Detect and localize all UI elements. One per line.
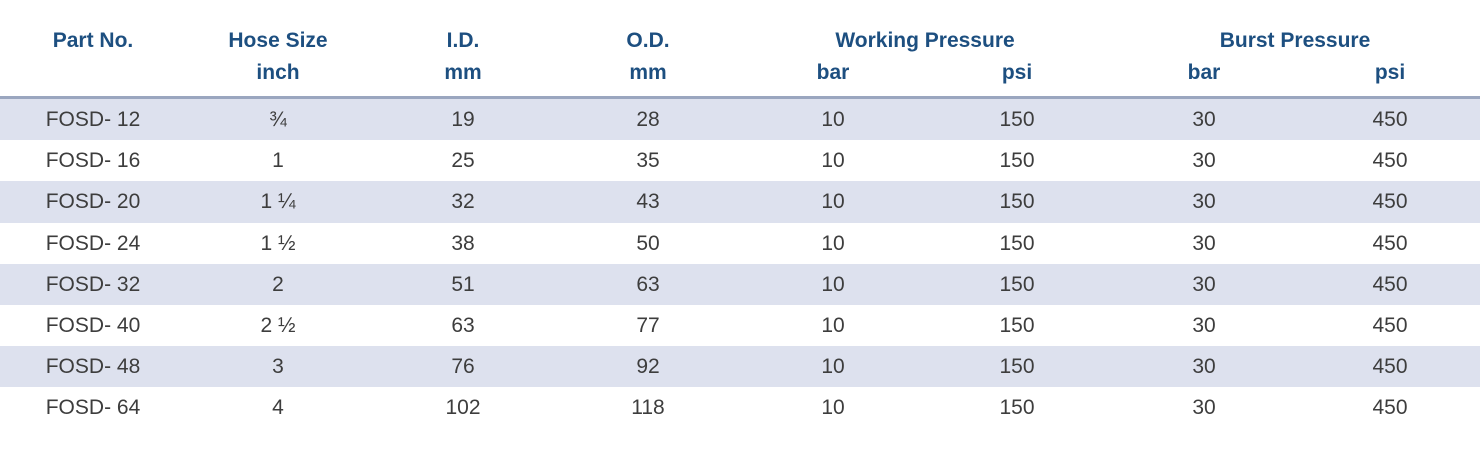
cell-hose-size: ¾ xyxy=(269,108,287,131)
header-od: O.D. xyxy=(626,29,670,52)
cell-wp-psi: 150 xyxy=(999,272,1035,296)
table-body: FOSD- 12 ¾ 19 28 10 150 30 450 FOSD- 16 … xyxy=(0,99,1480,429)
cell-id: 76 xyxy=(451,355,475,379)
header-wp-psi: psi xyxy=(1001,61,1033,84)
cell-bp-psi: 450 xyxy=(1372,396,1408,420)
cell-part-no: FOSD- 64 xyxy=(45,396,141,420)
cell-bp-psi: 450 xyxy=(1372,272,1408,296)
cell-wp-psi: 150 xyxy=(999,231,1035,255)
cell-bp-bar: 30 xyxy=(1192,396,1216,420)
table-row: FOSD- 24 1 ½ 38 50 10 150 30 450 xyxy=(0,223,1480,264)
header-hose-size: Hose Size xyxy=(228,29,328,52)
cell-od: 35 xyxy=(636,149,660,173)
header-row-units: inch mm mm bar psi bar psi xyxy=(0,61,1480,89)
cell-od: 63 xyxy=(636,272,660,296)
cell-hose-size: 2 ½ xyxy=(260,313,296,337)
cell-hose-size: 1 ½ xyxy=(260,231,296,255)
header-id: I.D. xyxy=(446,29,480,52)
cell-od: 43 xyxy=(636,190,660,214)
cell-wp-bar: 10 xyxy=(821,108,845,131)
header-divider xyxy=(0,96,1480,99)
cell-bp-psi: 450 xyxy=(1372,149,1408,173)
table-row: FOSD- 12 ¾ 19 28 10 150 30 450 xyxy=(0,99,1480,141)
cell-od: 50 xyxy=(636,231,660,255)
cell-bp-bar: 30 xyxy=(1192,108,1216,131)
cell-part-no: FOSD- 12 xyxy=(45,108,141,131)
cell-hose-size: 1 ¼ xyxy=(260,190,296,214)
cell-id: 38 xyxy=(451,231,475,255)
cell-bp-psi: 450 xyxy=(1372,190,1408,214)
cell-wp-bar: 10 xyxy=(821,355,845,379)
cell-id: 102 xyxy=(445,396,481,420)
cell-id: 25 xyxy=(451,149,475,173)
cell-id: 32 xyxy=(451,190,475,214)
cell-wp-bar: 10 xyxy=(821,190,845,214)
cell-part-no: FOSD- 16 xyxy=(45,149,141,173)
cell-hose-size: 2 xyxy=(272,272,284,296)
cell-wp-psi: 150 xyxy=(999,108,1035,131)
cell-bp-psi: 450 xyxy=(1372,108,1408,131)
cell-part-no: FOSD- 20 xyxy=(45,190,141,214)
header-hose-size-unit: inch xyxy=(256,61,300,84)
table-row: FOSD- 16 1 25 35 10 150 30 450 xyxy=(0,140,1480,181)
cell-id: 19 xyxy=(451,108,475,131)
table-row: FOSD- 64 4 102 118 10 150 30 450 xyxy=(0,387,1480,428)
cell-od: 28 xyxy=(636,108,660,131)
table-row: FOSD- 48 3 76 92 10 150 30 450 xyxy=(0,346,1480,388)
cell-wp-bar: 10 xyxy=(821,396,845,420)
cell-bp-psi: 450 xyxy=(1372,313,1408,337)
cell-part-no: FOSD- 48 xyxy=(45,355,141,379)
cell-bp-bar: 30 xyxy=(1192,190,1216,214)
cell-wp-bar: 10 xyxy=(821,313,845,337)
header-row-primary: Part No. Hose Size I.D. O.D. Working Pre… xyxy=(0,29,1480,57)
cell-bp-psi: 450 xyxy=(1372,231,1408,255)
header-od-unit: mm xyxy=(629,61,667,84)
cell-hose-size: 1 xyxy=(272,149,284,173)
cell-wp-bar: 10 xyxy=(821,272,845,296)
cell-hose-size: 4 xyxy=(272,396,284,420)
header-bp-bar: bar xyxy=(1187,61,1221,84)
cell-part-no: FOSD- 32 xyxy=(45,272,141,296)
cell-hose-size: 3 xyxy=(272,355,284,379)
cell-bp-bar: 30 xyxy=(1192,149,1216,173)
cell-wp-bar: 10 xyxy=(821,149,845,173)
header-id-unit: mm xyxy=(444,61,482,84)
cell-wp-psi: 150 xyxy=(999,355,1035,379)
cell-od: 77 xyxy=(636,313,660,337)
cell-od: 92 xyxy=(636,355,660,379)
cell-bp-bar: 30 xyxy=(1192,313,1216,337)
cell-wp-psi: 150 xyxy=(999,190,1035,214)
cell-bp-psi: 450 xyxy=(1372,355,1408,379)
header-bp-psi: psi xyxy=(1374,61,1406,84)
cell-wp-psi: 150 xyxy=(999,149,1035,173)
table-row: FOSD- 20 1 ¼ 32 43 10 150 30 450 xyxy=(0,181,1480,223)
table-row: FOSD- 40 2 ½ 63 77 10 150 30 450 xyxy=(0,305,1480,346)
table-row: FOSD- 32 2 51 63 10 150 30 450 xyxy=(0,263,1480,305)
cell-id: 63 xyxy=(451,313,475,337)
header-wp-bar: bar xyxy=(816,61,850,84)
header-part-no: Part No. xyxy=(52,29,134,52)
cell-od: 118 xyxy=(631,396,665,420)
cell-part-no: FOSD- 40 xyxy=(45,313,141,337)
header-burst-pressure: Burst Pressure xyxy=(1219,29,1371,52)
cell-id: 51 xyxy=(451,272,475,296)
cell-bp-bar: 30 xyxy=(1192,272,1216,296)
cell-bp-bar: 30 xyxy=(1192,355,1216,379)
cell-bp-bar: 30 xyxy=(1192,231,1216,255)
cell-wp-psi: 150 xyxy=(999,396,1035,420)
cell-part-no: FOSD- 24 xyxy=(45,231,141,255)
header-working-pressure: Working Pressure xyxy=(835,29,1015,52)
cell-wp-bar: 10 xyxy=(821,231,845,255)
cell-wp-psi: 150 xyxy=(999,313,1035,337)
